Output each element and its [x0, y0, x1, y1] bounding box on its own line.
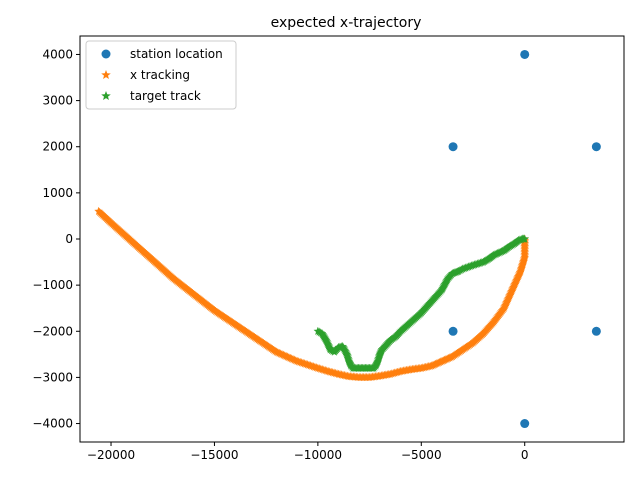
- series-station-location: [448, 49, 601, 429]
- y-tick-label: 4000: [42, 47, 73, 61]
- y-tick-label: −1000: [32, 278, 73, 292]
- y-tick-label: −3000: [32, 370, 73, 384]
- x-tick-label: −15000: [190, 448, 238, 462]
- legend-label: x tracking: [130, 68, 190, 82]
- legend-marker-star: [101, 70, 111, 80]
- legend-label: station location: [130, 47, 223, 61]
- legend-box: [85, 40, 237, 110]
- y-tick-label: −2000: [32, 324, 73, 338]
- station-point: [591, 326, 601, 336]
- station-point: [520, 419, 530, 429]
- series-x-tracking: [94, 206, 530, 382]
- track-star: [520, 234, 530, 243]
- x-tick-label: −20000: [87, 448, 135, 462]
- y-tick-label: 1000: [42, 186, 73, 200]
- legend-label: target track: [130, 89, 201, 103]
- y-tick-label: 0: [65, 232, 73, 246]
- legend-marker-circle: [101, 49, 111, 59]
- x-tick-label: 0: [521, 448, 529, 462]
- y-tick-label: 3000: [42, 94, 73, 108]
- y-tick-label: −4000: [32, 417, 73, 431]
- station-point: [591, 142, 601, 152]
- legend: station location x tracking target track: [85, 40, 237, 110]
- station-point: [448, 142, 458, 152]
- station-point: [520, 49, 530, 59]
- legend-marker-star: [101, 91, 111, 101]
- plot-area: [94, 49, 601, 429]
- axis-ticks: −20000 −15000 −10000 −5000 0−4000−3000−2000−…: [32, 47, 528, 462]
- y-tick-label: 2000: [42, 140, 73, 154]
- x-tick-label: −5000: [401, 448, 442, 462]
- x-tick-label: −10000: [294, 448, 342, 462]
- station-point: [448, 326, 458, 336]
- series-target-track: [313, 234, 530, 372]
- chart-title: expected x-trajectory: [271, 15, 422, 31]
